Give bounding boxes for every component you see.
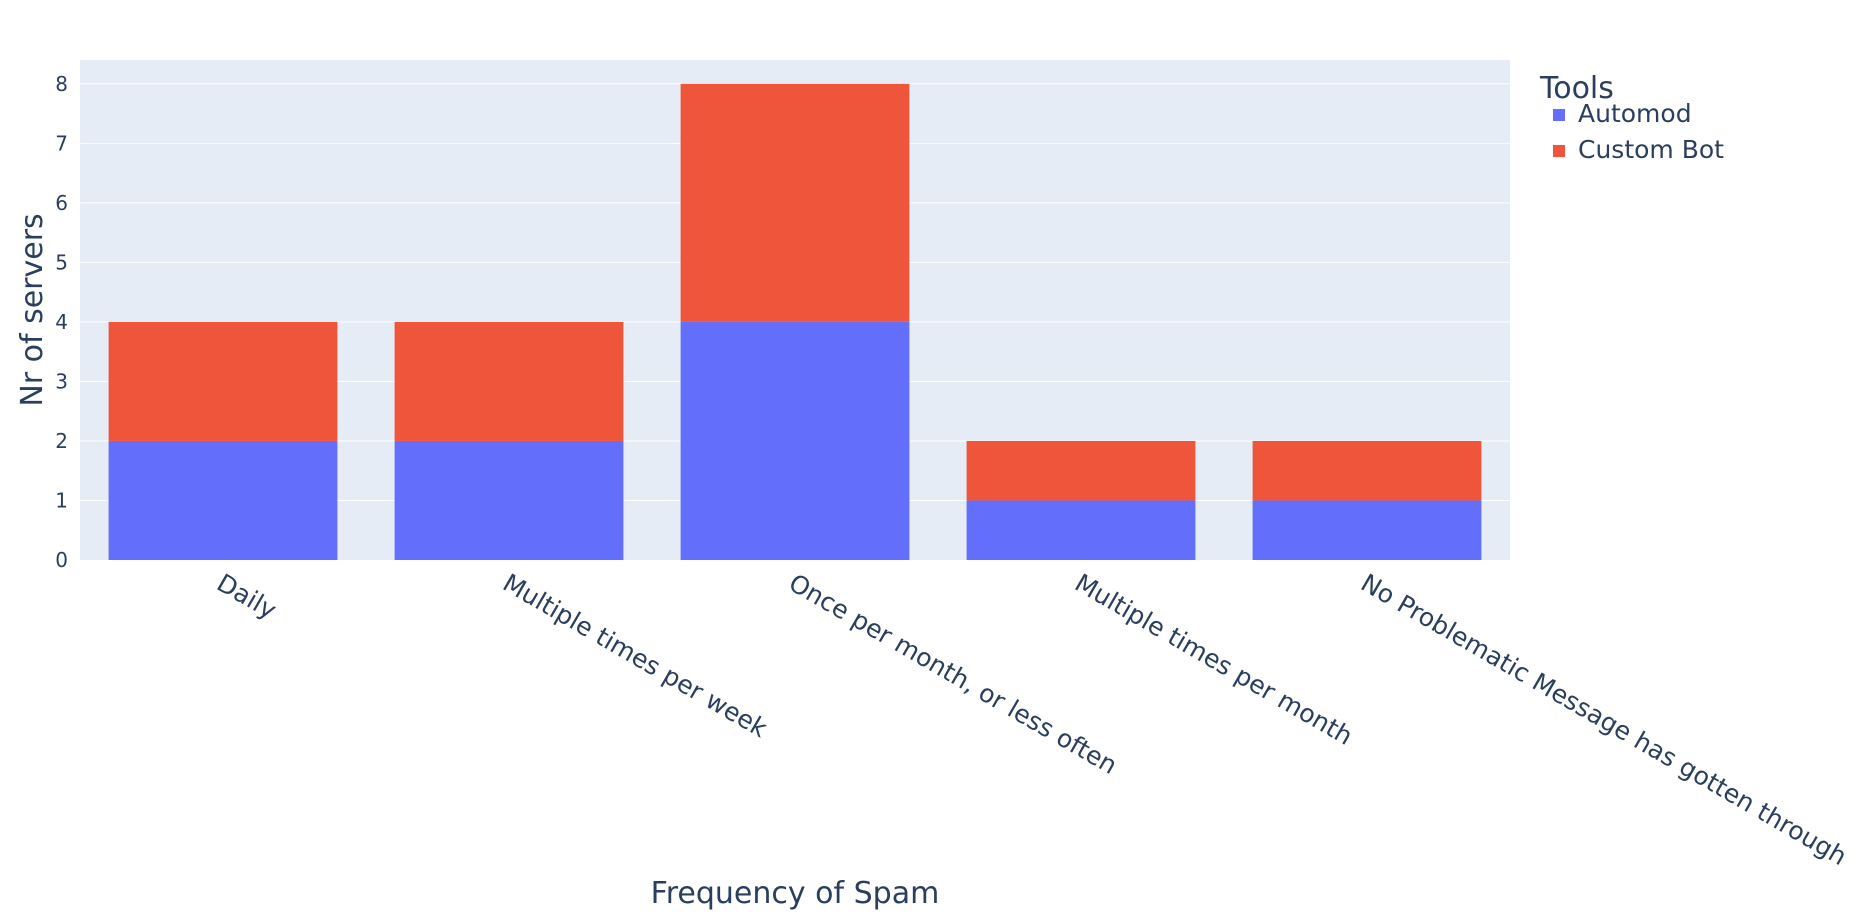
x-axis-title: Frequency of Spam (651, 876, 940, 911)
legend-swatch (1553, 145, 1565, 157)
bar-automod[interactable] (680, 321, 910, 560)
bar-custom-bot[interactable] (680, 83, 910, 322)
bar-automod[interactable] (1252, 500, 1482, 560)
legend-swatch (1553, 109, 1565, 121)
y-tick-label: 7 (55, 131, 68, 155)
x-tick-label: Once per month, or less often (784, 568, 1122, 780)
x-tick-label: Multiple times per month (1070, 568, 1358, 751)
y-tick-label: 0 (55, 548, 68, 572)
bar-custom-bot[interactable] (394, 321, 624, 441)
y-tick-label: 6 (55, 191, 68, 215)
legend-title: Tools (1539, 71, 1614, 106)
bar-custom-bot[interactable] (108, 321, 338, 441)
legend-items: Automod Custom Bot (1553, 99, 1724, 164)
x-tick-label: Multiple times per week (498, 568, 773, 743)
y-tick-label: 3 (55, 369, 68, 393)
bar-custom-bot[interactable] (966, 440, 1196, 501)
y-axis-ticks: 0 1 2 3 4 5 6 7 8 (55, 72, 68, 572)
y-tick-label: 4 (55, 310, 68, 334)
bar-custom-bot[interactable] (1252, 440, 1482, 501)
legend-label: Automod (1578, 99, 1692, 128)
legend-label: Custom Bot (1578, 135, 1724, 164)
x-tick-label: Daily (212, 568, 281, 625)
y-tick-label: 1 (55, 488, 68, 512)
y-tick-label: 2 (55, 429, 68, 453)
y-tick-label: 8 (55, 72, 68, 96)
bars (108, 83, 1482, 560)
y-axis-title: Nr of servers (15, 213, 50, 406)
bar-automod[interactable] (966, 500, 1196, 560)
y-tick-label: 5 (55, 250, 68, 274)
bar-automod[interactable] (108, 440, 338, 560)
legend: Tools Automod Custom Bot (1539, 71, 1724, 164)
x-axis-ticks: Daily Multiple times per week Once per mon… (212, 568, 1852, 871)
bar-automod[interactable] (394, 440, 624, 560)
x-tick-label: No Problematic Message has gotten throug… (1356, 568, 1852, 871)
